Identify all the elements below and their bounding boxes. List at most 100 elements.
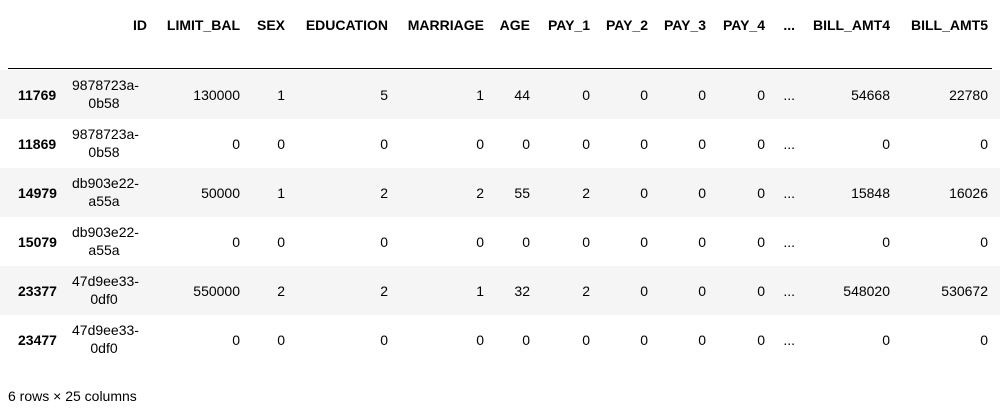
table-cell: 1 [277,185,285,201]
table-cell: 0 [757,185,765,201]
table-cell: 0 [882,234,890,250]
column-header: ID [133,17,147,33]
table-cell: ... [783,136,795,152]
row-index: 14979 [18,185,57,201]
row-index: 11869 [18,136,57,152]
column-header: EDUCATION [305,17,388,33]
table-cell: 0 [757,234,765,250]
row-index: 23377 [18,283,57,299]
table-row: 23477 47d9ee33-0df0 0 0 0 0 0 0 0 0 0... 0 0 [0,315,1000,364]
table-cell: 0 [277,234,285,250]
id-cell: db903e22-a55a [72,175,139,209]
column-header: BILL_AMT4 [813,17,890,33]
table-cell: 0 [380,332,388,348]
table-row: 11869 9878723a-0b58 0 0 0 0 0 0 0 0 0... 0 0 [0,119,1000,168]
table-footer: 6 rows × 25 columns [8,388,137,404]
table-cell: 0 [640,283,648,299]
table-cell: 0 [522,136,530,152]
table-cell: 130000 [193,87,240,103]
table-cell: 0 [980,136,988,152]
column-header: AGE [499,17,530,33]
table-cell: 0 [582,87,590,103]
table-cell: 2 [582,185,590,201]
table-cell: 32 [514,283,530,299]
table-cell: 16026 [949,185,988,201]
row-index: 15079 [18,234,57,250]
row-index: 23477 [18,332,57,348]
table-cell: 0 [698,136,706,152]
table-cell: 0 [277,332,285,348]
table-cell: 0 [882,332,890,348]
table-cell: 0 [882,136,890,152]
table-cell: 550000 [193,283,240,299]
table-cell: 2 [380,185,388,201]
table-cell: 0 [757,332,765,348]
column-header: LIMIT_BAL [166,17,240,33]
table-cell: 15848 [851,185,890,201]
table-cell: 2 [277,283,285,299]
id-cell: 9878723a-0b58 [72,126,139,160]
column-header: BILL_AMT5 [911,17,988,33]
column-header: ... [783,17,795,33]
table-cell: 0 [698,283,706,299]
table-cell: 0 [698,185,706,201]
table-cell: 0 [522,332,530,348]
table-cell: 50000 [201,185,240,201]
table-cell: 0 [582,136,590,152]
table-row: 11769 9878723a-0b58 130000 1 5 1 44 0 0 0 0... 5466… [0,70,1000,119]
table-cell: 0 [640,87,648,103]
table-cell: 55 [514,185,530,201]
table-cell: 0 [582,234,590,250]
table-row: 15079 db903e22-a55a 0 0 0 0 0 0 0 0 0... 0 0 [0,217,1000,266]
table-cell: 2 [476,185,484,201]
table-cell: 54668 [851,87,890,103]
table-cell: 0 [698,234,706,250]
table-cell: 0 [640,136,648,152]
table-cell: 1 [476,87,484,103]
table-cell: ... [783,87,795,103]
table-cell: 1 [476,283,484,299]
table-row: 14979 db903e22-a55a 50000 1 2 2 55 2 0 0 0... 15848… [0,168,1000,217]
table-cell: 0 [640,234,648,250]
table-row: 23377 47d9ee33-0df0 550000 2 2 1 32 2 0 0 0... 5480… [0,266,1000,315]
column-header: SEX [256,17,285,33]
table-cell: 0 [980,234,988,250]
table-cell: ... [783,283,795,299]
column-header: PAY_3 [663,17,706,33]
column-header: MARRIAGE [407,17,484,33]
table-cell: 0 [980,332,988,348]
column-header: PAY_4 [722,17,765,33]
table-cell: ... [783,234,795,250]
table-cell: 0 [757,283,765,299]
id-cell: 9878723a-0b58 [72,77,139,111]
table-cell: 0 [757,136,765,152]
table-cell: 530672 [941,283,988,299]
table-cell: 0 [277,136,285,152]
table-cell: 0 [232,332,240,348]
table-cell: 1 [277,87,285,103]
row-index: 11769 [18,87,57,103]
table-cell: 5 [380,87,388,103]
table-cell: 0 [698,87,706,103]
table-cell: 0 [476,332,484,348]
table-cell: 44 [514,87,530,103]
table-cell: 0 [757,87,765,103]
column-header: PAY_2 [605,17,648,33]
table-cell: 0 [698,332,706,348]
table-cell: 0 [640,185,648,201]
table-cell: ... [783,332,795,348]
table-cell: 0 [232,234,240,250]
table-cell: 22780 [949,87,988,103]
table-cell: 0 [522,234,530,250]
table-cell: 0 [380,136,388,152]
table-cell: 0 [582,332,590,348]
column-header: PAY_1 [547,17,590,33]
table-cell: 2 [582,283,590,299]
table-cell: 2 [380,283,388,299]
header-rule [8,68,992,69]
table-cell: 0 [476,136,484,152]
id-cell: 47d9ee33-0df0 [72,322,139,356]
table-cell: 0 [640,332,648,348]
id-cell: 47d9ee33-0df0 [72,273,139,307]
